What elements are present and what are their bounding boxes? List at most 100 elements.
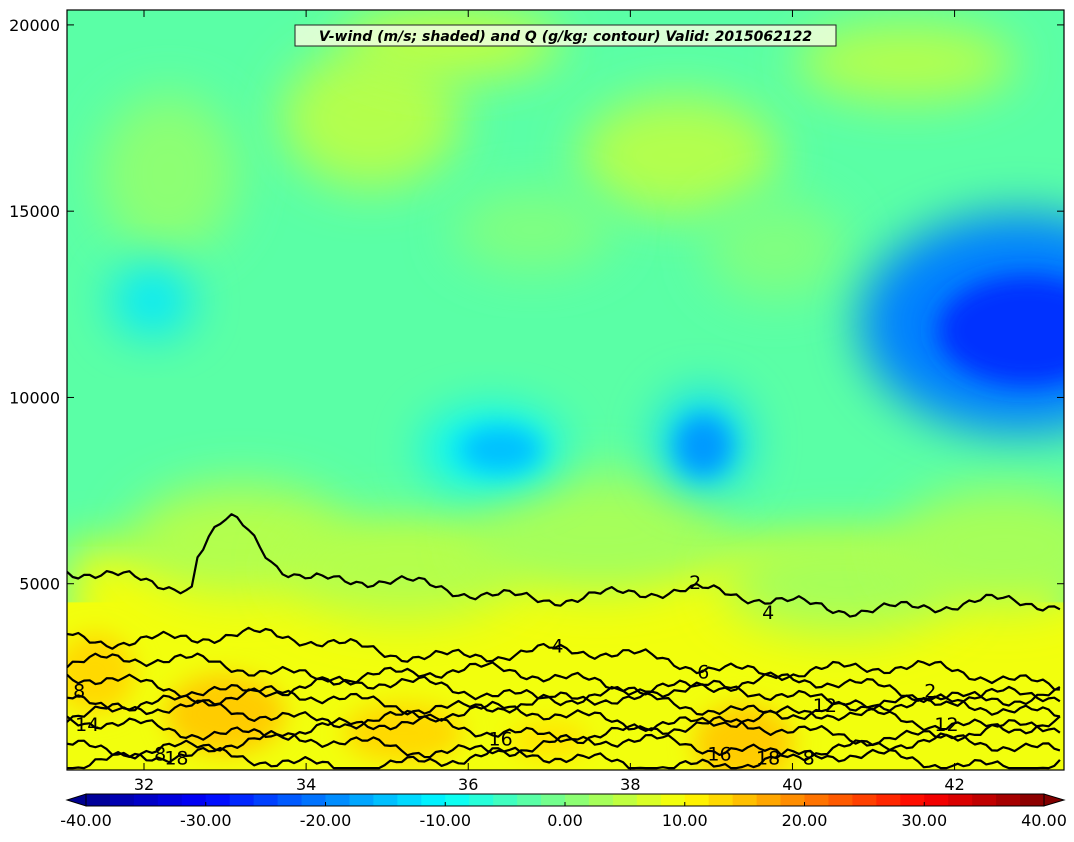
colorbar-segment xyxy=(205,794,231,806)
field-green-blob xyxy=(467,471,728,592)
colorbar-segment xyxy=(397,794,422,806)
q-contour-8 xyxy=(67,673,1061,712)
y-tick-label: 5000 xyxy=(19,575,60,594)
q-contour-16 xyxy=(67,729,1061,762)
colorbar-segment xyxy=(373,794,398,806)
chart-title: V-wind (m/s; shaded) and Q (g/kg; contou… xyxy=(319,29,812,45)
colorbar-tick-label: 30.00 xyxy=(901,811,947,830)
colorbar-segment xyxy=(636,794,662,806)
title-box-background xyxy=(294,24,837,47)
colorbar-segment xyxy=(756,794,782,806)
field-green-blob xyxy=(98,93,239,254)
colorbar-segment xyxy=(349,794,374,806)
field-positive-core xyxy=(67,633,136,714)
colorbar-segment xyxy=(469,794,494,806)
x-tick-label: 34 xyxy=(296,775,316,794)
colorbar-segment xyxy=(565,794,590,806)
colorbar-segment xyxy=(157,794,183,806)
colorbar-segment xyxy=(277,794,303,806)
y-tick-label: 20000 xyxy=(9,16,60,35)
q-contour-label: 2 xyxy=(689,572,701,594)
q-contour-10 xyxy=(67,685,1061,721)
colorbar-segment xyxy=(325,794,351,806)
q-contour-label: 18 xyxy=(164,747,188,769)
field-green-blob xyxy=(795,22,1016,103)
q-contour-6 xyxy=(67,652,1061,707)
colorbar-segment xyxy=(445,794,470,806)
colorbar-segment xyxy=(852,794,877,806)
colorbar-segment xyxy=(301,794,327,806)
q-contour-label: 4 xyxy=(551,636,563,658)
q-contour-label: 14 xyxy=(75,714,99,736)
q-contour-label: 2 xyxy=(924,680,936,702)
q-contour-4 xyxy=(67,626,1060,691)
colorbar-segment xyxy=(900,794,925,806)
colorbar-tick-label: 40.00 xyxy=(1021,811,1067,830)
q-contour-2 xyxy=(67,513,1061,618)
q-contour-label: 6 xyxy=(697,662,709,684)
chart-title-box: V-wind (m/s; shaded) and Q (g/kg; contou… xyxy=(294,24,837,47)
vwind-shading xyxy=(67,10,1064,770)
q-contour-14 xyxy=(67,715,1061,747)
colorbar-segment xyxy=(804,794,830,806)
colorbar-tick-label: 20.00 xyxy=(782,811,828,830)
colorbar-extend-high xyxy=(1043,793,1066,807)
colorbar: -40.00 -30.00 -20.00 -10.00 0.00 10.00 20.00 30… xyxy=(60,793,1067,830)
colorbar-segment xyxy=(133,794,159,806)
y-tick-label: 10000 xyxy=(9,388,60,407)
colorbar-tick-label: -20.00 xyxy=(300,811,352,830)
colorbar-segment xyxy=(588,794,614,806)
field-green-blob xyxy=(280,48,461,189)
q-contour-label: 8 xyxy=(73,680,85,702)
q-contour-18 xyxy=(67,746,1061,770)
field-negative-core-inner xyxy=(460,427,541,472)
plot-frame xyxy=(66,9,1065,771)
colorbar-tick-label: 0.00 xyxy=(547,811,583,830)
q-contour-label: 16 xyxy=(489,729,513,751)
colorbar-segment xyxy=(253,794,279,806)
colorbar-segment xyxy=(708,794,734,806)
q-contour-label: 4 xyxy=(762,602,774,624)
colorbar-extend-low xyxy=(65,793,87,807)
colorbar-segment xyxy=(109,794,135,806)
x-tick-label: 32 xyxy=(134,775,154,794)
x-tick-label: 36 xyxy=(458,775,478,794)
field-negative-core-inner xyxy=(675,415,732,476)
field-green-blob xyxy=(893,486,1064,607)
field-green-blob xyxy=(453,189,614,270)
q-contour-label: 12 xyxy=(934,714,958,736)
colorbar-segment xyxy=(780,794,806,806)
field-negative-core-inner xyxy=(937,275,1064,386)
q-contours xyxy=(67,513,1061,770)
colorbar-tick-label: -40.00 xyxy=(60,811,112,830)
colorbar-segment xyxy=(684,794,710,806)
colorbar-segment xyxy=(1020,794,1045,806)
colorbar-tick-label: -10.00 xyxy=(419,811,471,830)
colorbar-segment xyxy=(421,794,446,806)
q-contour-label: 18 xyxy=(756,747,780,769)
y-tick-label: 15000 xyxy=(9,202,60,221)
colorbar-segment xyxy=(517,794,542,806)
colorbar-segment xyxy=(612,794,638,806)
colorbar-segment xyxy=(924,794,949,806)
field-negative-core xyxy=(112,265,193,336)
x-tick-label: 42 xyxy=(944,775,964,794)
colorbar-segment xyxy=(876,794,901,806)
colorbar-segment xyxy=(229,794,255,806)
colorbar-segment xyxy=(86,794,111,806)
q-contour-label: 12 xyxy=(813,695,837,717)
field-green-blob xyxy=(578,95,779,216)
q-contour-label: 8 xyxy=(154,744,166,766)
q-contour-label: 8 xyxy=(803,747,815,769)
q-contour-12 xyxy=(67,699,1061,735)
x-tick-label: 38 xyxy=(620,775,640,794)
colorbar-segment xyxy=(732,794,758,806)
x-tick-label: 40 xyxy=(782,775,802,794)
colorbar-segment xyxy=(181,794,207,806)
field-green-blob xyxy=(706,198,847,299)
colorbar-segment xyxy=(660,794,686,806)
